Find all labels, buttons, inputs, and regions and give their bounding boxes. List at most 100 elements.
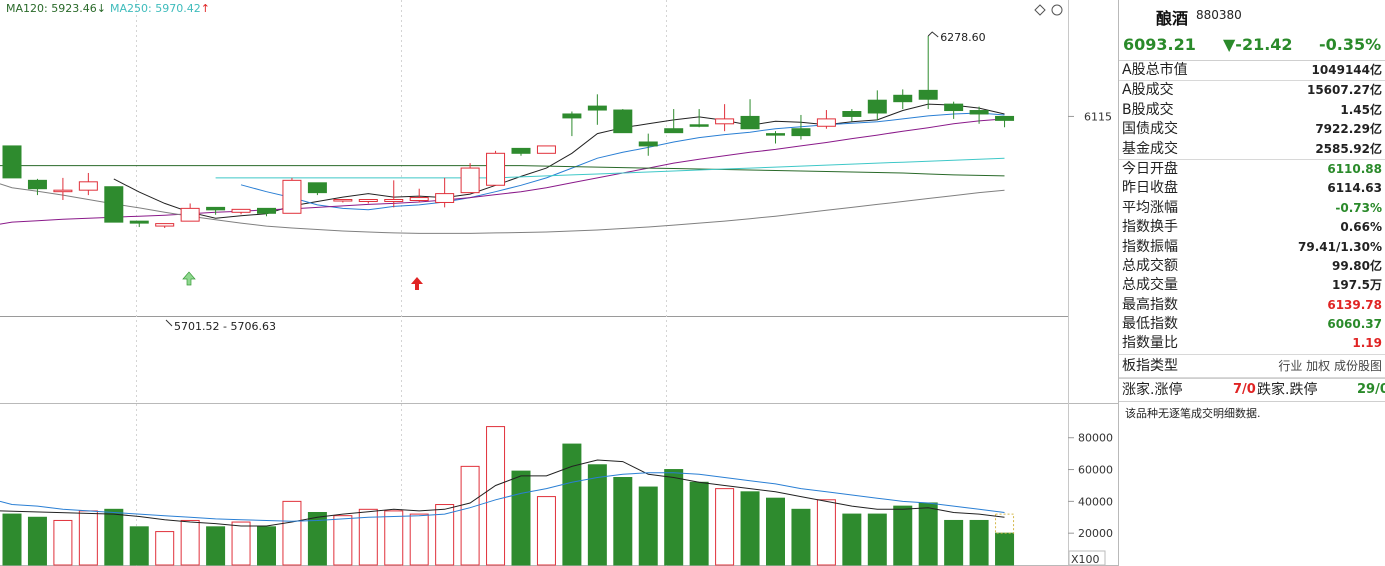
volume-bar — [689, 481, 709, 566]
buy-signal-icon — [411, 277, 423, 290]
candle-body — [409, 197, 429, 202]
quote-row-label: 国债成交 — [1122, 121, 1178, 138]
quote-row: 昨日收盘 6114.63 — [1119, 179, 1385, 198]
candle-body — [664, 128, 684, 134]
quote-row-label: 指数换手 — [1122, 219, 1178, 236]
quote-row-value: 6110.88 — [1327, 161, 1382, 176]
quote-row: 指数振幅 79.41/1.30% — [1119, 238, 1385, 257]
quote-row-value: 99.80亿 — [1332, 258, 1382, 273]
volume-bar — [78, 510, 98, 566]
candle-body — [536, 145, 556, 154]
volume-tick-label: 40000 — [1078, 495, 1113, 508]
volume-bar — [511, 470, 531, 566]
quote-row-value: 1.45亿 — [1340, 102, 1382, 117]
kline-chart[interactable]: 6115 6278.60 5701.52 - 5706.63 80000 60000 40… — [0, 0, 1118, 566]
quote-row-value: 6060.37 — [1327, 317, 1382, 332]
quote-row: 国债成交 7922.29亿 — [1119, 120, 1385, 139]
candle-body — [2, 145, 22, 179]
volume-bar — [333, 515, 353, 566]
volume-bar — [180, 519, 200, 566]
quote-row-value: 79.41/1.30% — [1298, 239, 1382, 254]
quote-row-label: A股总市值 — [1122, 62, 1188, 78]
candle-body — [53, 189, 73, 193]
volume-tick-label: 80000 — [1078, 432, 1113, 445]
volume-bar — [587, 464, 607, 566]
candle-body — [587, 105, 607, 111]
volume-bar-projection — [995, 513, 1015, 534]
diamond-icon — [1034, 4, 1046, 16]
low-marker — [165, 319, 173, 327]
volume-ma-vol_ma5 — [0, 459, 1005, 527]
ma-line-ma10 — [240, 112, 1005, 211]
quote-row-label: 基金成交 — [1122, 140, 1178, 157]
ma-line-ma250 — [215, 157, 1005, 179]
quote-row-value: 6114.63 — [1327, 181, 1382, 196]
volume-bar — [409, 513, 429, 566]
quote-row-value: 2585.92亿 — [1315, 141, 1382, 156]
ma-line-ma5 — [113, 103, 1005, 219]
candle-body — [816, 118, 836, 127]
high-label: 6278.60 — [940, 31, 986, 44]
volume-tick-label: 60000 — [1078, 464, 1113, 477]
volume-bar — [715, 488, 735, 566]
ma-line-ma20 — [0, 118, 1005, 225]
quote-rows: A股总市值 1049144亿 A股成交 15607.27亿 B股成交 1.45亿 国债成交 7… — [1119, 61, 1385, 355]
candle-body — [257, 207, 276, 214]
volume-bar — [282, 500, 302, 566]
quote-row: 平均涨幅 -0.73% — [1119, 199, 1385, 218]
current-price: 6093.21 — [1123, 35, 1196, 54]
low-label: 5701.52 - 5706.63 — [174, 320, 276, 333]
ma120-legend: MA120: 5923.46↓ — [6, 2, 106, 15]
limit-row: 涨家.涨停 7/0 跌家.跌停 29/0 — [1119, 377, 1385, 402]
volume-bar — [104, 508, 124, 566]
quote-row: B股成交 1.45亿 — [1119, 101, 1385, 120]
price-change-pct: -0.35% — [1319, 35, 1382, 54]
volume-bar — [995, 532, 1015, 566]
quote-row-label: 平均涨幅 — [1122, 199, 1178, 216]
candle-body — [689, 124, 709, 127]
quote-row-label: 昨日收盘 — [1122, 180, 1178, 197]
candle-body — [78, 181, 98, 191]
volume-tick-label: 20000 — [1078, 527, 1113, 540]
candle-body — [766, 133, 785, 136]
volume-bar — [613, 477, 633, 566]
volume-bar — [842, 513, 862, 566]
volume-bar — [307, 512, 327, 566]
high-marker — [927, 31, 939, 38]
volume-ma-vol_ma10 — [0, 472, 1005, 522]
candle-body — [384, 199, 404, 202]
candle-body — [231, 208, 251, 213]
quote-row-label: 指数振幅 — [1122, 238, 1178, 255]
volume-bar — [129, 526, 149, 566]
candle-body — [206, 206, 226, 211]
board-type-links[interactable]: 行业 加权 成份股图 — [1278, 358, 1382, 373]
candle-body — [791, 128, 811, 137]
volume-bar — [944, 519, 964, 566]
candle-body — [613, 109, 633, 134]
quote-row-value: 1049144亿 — [1311, 63, 1382, 77]
candle-body — [180, 207, 200, 222]
candle-body — [638, 141, 658, 147]
quote-row-label: 最低指数 — [1122, 316, 1178, 333]
candle-body — [460, 167, 480, 194]
volume-bar — [664, 469, 684, 566]
candle-body — [435, 193, 455, 203]
signal-arrow-icon — [182, 271, 196, 286]
quote-row-label: 总成交额 — [1122, 257, 1178, 274]
volume-bar — [969, 519, 989, 566]
candle-body — [944, 103, 964, 112]
volume-bar — [257, 526, 276, 566]
candle-body — [715, 118, 735, 125]
quote-row: 今日开盘 6110.88 — [1119, 160, 1385, 179]
quote-row-label: 今日开盘 — [1122, 160, 1178, 177]
volume-unit-label: X100 — [1071, 553, 1100, 566]
candle-body — [893, 94, 913, 103]
quote-row-value: 1.19 — [1352, 336, 1382, 351]
candle-body — [486, 152, 506, 186]
volume-bar — [562, 443, 582, 566]
index-code: 880380 — [1196, 8, 1242, 22]
volume-unit-box — [1068, 550, 1106, 566]
quote-row-label: 最高指数 — [1122, 296, 1178, 313]
quote-row-value: -0.73% — [1335, 200, 1382, 215]
volume-bar — [893, 505, 913, 566]
